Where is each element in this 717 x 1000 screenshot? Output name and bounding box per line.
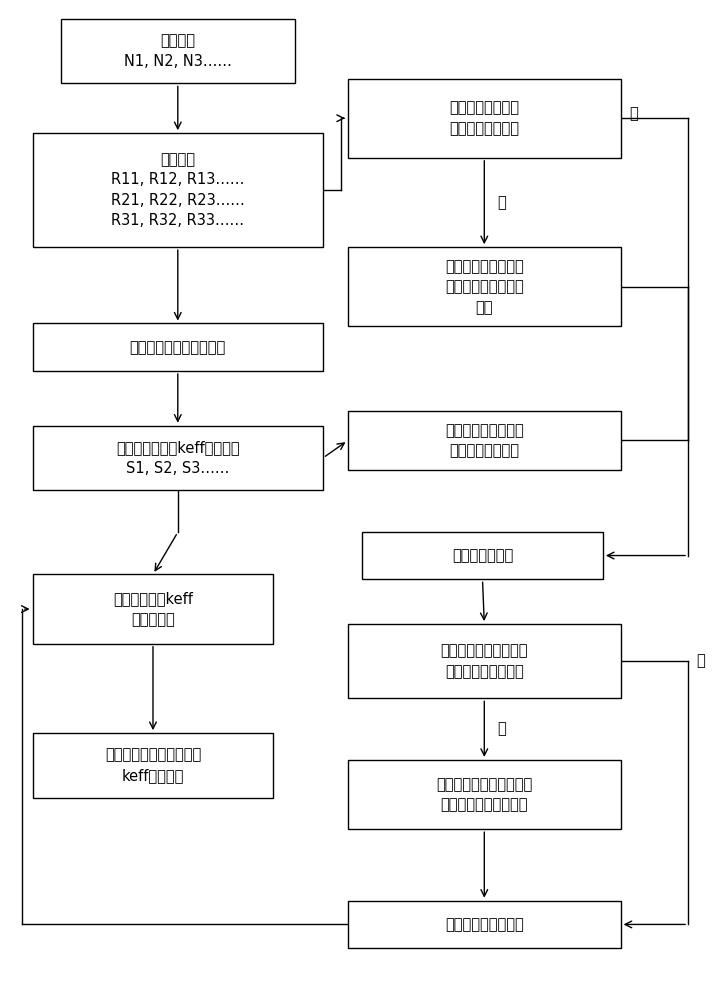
- Text: 对不合理数据进行修改并
调整对应的协方差矩阵: 对不合理数据进行修改并 调整对应的协方差矩阵: [436, 777, 533, 812]
- Text: 对应协方差是否存
在于核数据库中？: 对应协方差是否存 在于核数据库中？: [450, 101, 519, 136]
- Text: 每个核截面对keff
的不确定度: 每个核截面对keff 的不确定度: [113, 591, 193, 627]
- Text: 指定必须考虑计算的截面: 指定必须考虑计算的截面: [130, 340, 226, 355]
- Text: 选取截面
R11, R12, R13……
R21, R22, R23……
R31, R32, R33……: 选取截面 R11, R12, R13…… R21, R22, R23…… R31…: [111, 152, 244, 228]
- Bar: [348, 760, 621, 829]
- Bar: [32, 426, 323, 490]
- Bar: [32, 574, 273, 644]
- Bar: [348, 79, 621, 158]
- Bar: [348, 901, 621, 948]
- Bar: [362, 532, 603, 579]
- Text: 对该截面方差信息进
行估计并构造协方差
数据: 对该截面方差信息进 行估计并构造协方差 数据: [445, 259, 523, 315]
- Bar: [32, 323, 323, 371]
- Text: 选取核素
N1, N2, N3……: 选取核素 N1, N2, N3……: [124, 34, 232, 69]
- Bar: [348, 624, 621, 698]
- Text: 对其他截面在数据库
中选取协方差数据: 对其他截面在数据库 中选取协方差数据: [445, 423, 523, 458]
- Bar: [32, 733, 273, 798]
- Text: 否: 否: [498, 195, 506, 210]
- Bar: [348, 247, 621, 326]
- Text: 选取的协方差库: 选取的协方差库: [452, 548, 513, 563]
- Text: 否: 否: [696, 654, 705, 669]
- Text: 是: 是: [498, 722, 506, 737]
- Text: 整个核系统核截面引起的
keff不确定度: 整个核系统核截面引起的 keff不确定度: [105, 748, 201, 783]
- Text: 计算每个截面对keff的灵敏度
S1, S2, S3……: 计算每个截面对keff的灵敏度 S1, S2, S3……: [116, 440, 239, 476]
- Bar: [32, 133, 323, 247]
- Bar: [348, 411, 621, 470]
- Text: 选取的协方差数据中是
否存在不合理数据？: 选取的协方差数据中是 否存在不合理数据？: [440, 643, 528, 679]
- Bar: [61, 19, 295, 83]
- Text: 是: 是: [629, 106, 638, 121]
- Text: 计算采用的协方差库: 计算采用的协方差库: [445, 917, 523, 932]
